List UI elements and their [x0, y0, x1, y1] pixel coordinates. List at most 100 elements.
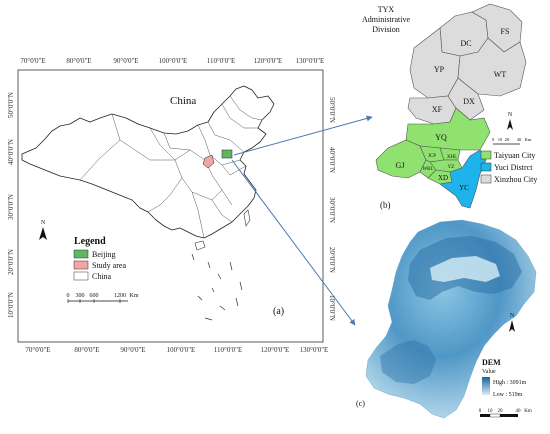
lon-label-top: 70°0'0"E: [20, 57, 45, 65]
small-district-labels: JCP XHL WBL YZ: [422, 154, 457, 172]
district-label: YC: [459, 184, 469, 192]
lon-label-bottom: 70°0'0"E: [25, 346, 50, 354]
dem-legend-title: DEM: [482, 358, 501, 367]
lon-label-bottom: 110°0'0"E: [214, 346, 242, 354]
svg-text:10: 10: [488, 409, 494, 414]
lon-label-bottom: 80°0'0"E: [74, 346, 99, 354]
lat-label-right: 30°0'0"N: [328, 197, 336, 223]
district-label: GJ: [396, 161, 405, 170]
north-arrow-c: N: [509, 313, 515, 332]
province-boundaries: [79, 95, 263, 239]
dem-low-label: Low : 519m: [493, 392, 523, 398]
panel-b: TYX Administrative Division DC: [362, 3, 537, 210]
svg-text:300: 300: [76, 293, 85, 299]
legend-swatch-yuci: [480, 162, 492, 172]
svg-text:20: 20: [498, 409, 504, 414]
dem-southern-range: [380, 340, 436, 384]
lon-label-bottom: 90°0'0"E: [120, 346, 145, 354]
scale-bar-b: 0 10 20 40 Km: [492, 137, 532, 145]
dem-color-ramp: [482, 377, 490, 395]
svg-text:0: 0: [479, 409, 482, 414]
scale-bar-a: 0 300 600 1200 Km: [67, 293, 139, 303]
svg-text:1200: 1200: [114, 293, 126, 299]
caption-b: (b): [380, 200, 391, 210]
legend-label-china: China: [92, 272, 112, 281]
left-latitude-labels: 50°0'0"N 40°0'0"N 30°0'0"N 20°0'0"N 10°0…: [7, 92, 15, 318]
xinzhou-city-regions: [407, 3, 527, 125]
lon-label-top: 100°0'0"E: [159, 57, 188, 65]
lon-label-bottom: 120°0'0"E: [261, 346, 290, 354]
district-label: WBL: [422, 167, 433, 172]
panel-c: N DEM Value High : 3091m Low : 519m 0 10…: [356, 219, 537, 419]
district-label: JCP: [428, 154, 436, 159]
north-arrow-a: N: [39, 220, 47, 240]
legend-a: Legend Beijing Study area China: [73, 236, 126, 281]
svg-text:TYX: TYX: [378, 5, 395, 14]
lat-label-left: 20°0'0"N: [7, 249, 15, 275]
north-arrow-b: N: [507, 112, 513, 130]
top-longitude-labels: 70°0'0"E 80°0'0"E 90°0'0"E 100°0'0"E 110…: [20, 57, 324, 65]
taiyuan-city-regions: [375, 107, 491, 185]
lon-label-bottom: 130°0'0"E: [300, 346, 329, 354]
district-label: WT: [494, 70, 507, 79]
study-area-marker: [202, 154, 215, 169]
legend-label-yuci: Yuci Distrct: [494, 163, 533, 172]
lon-label-top: 110°0'0"E: [207, 57, 235, 65]
svg-text:Km: Km: [525, 137, 532, 142]
svg-text:0: 0: [492, 137, 495, 142]
lat-label-right: 50°0'0"N: [328, 97, 336, 123]
lat-label-right: 10°0'0"N: [328, 295, 336, 321]
lon-label-top: 80°0'0"E: [66, 57, 91, 65]
dem-legend: DEM Value High : 3091m Low : 519m: [482, 358, 527, 398]
svg-text:Division: Division: [372, 25, 400, 34]
lon-label-bottom: 100°0'0"E: [167, 346, 196, 354]
legend-b: Taiyuan City Yuci Distrct Xinzhou City: [480, 150, 537, 184]
legend-label-taiyuan: Taiyuan City: [494, 151, 535, 160]
bottom-longitude-labels: 70°0'0"E 80°0'0"E 90°0'0"E 100°0'0"E 110…: [25, 346, 328, 354]
svg-text:20: 20: [505, 137, 510, 142]
svg-text:600: 600: [90, 293, 99, 299]
svg-text:Km: Km: [130, 293, 139, 299]
beijing-marker: [221, 149, 233, 159]
district-yc: [439, 149, 487, 209]
district-label: DC: [460, 39, 471, 48]
district-label: DX: [463, 97, 475, 106]
lon-label-top: 130°0'0"E: [296, 57, 325, 65]
dem-valley: [430, 256, 500, 282]
lat-label-left: 10°0'0"N: [7, 292, 15, 318]
district-label: YP: [434, 65, 445, 74]
lat-label-left: 30°0'0"N: [7, 194, 15, 220]
svg-text:N: N: [508, 112, 513, 118]
legend-swatch-study-area: [73, 260, 89, 270]
district-label: FS: [501, 27, 510, 36]
district-label: XD: [438, 174, 448, 182]
lat-label-right: 40°0'0"N: [328, 147, 336, 173]
caption-a: (a): [273, 306, 284, 317]
svg-text:10: 10: [498, 137, 503, 142]
right-latitude-labels: 50°0'0"N 40°0'0"N 30°0'0"N 20°0'0"N 10°0…: [328, 97, 336, 321]
connector-arrows: [231, 115, 373, 326]
legend-label-xinzhou: Xinzhou City: [494, 175, 537, 184]
islands: [194, 209, 251, 251]
lower-district-labels: XD YC: [438, 174, 469, 192]
lon-label-top: 90°0'0"E: [113, 57, 138, 65]
panel-b-title: TYX Administrative Division: [362, 5, 410, 34]
china-title: China: [170, 95, 196, 107]
lat-label-right: 20°0'0"N: [328, 247, 336, 273]
legend-label-study-area: Study area: [92, 261, 126, 270]
legend-swatch-beijing: [73, 249, 89, 259]
legend-label-beijing: Beijing: [92, 250, 116, 259]
district-gj: [375, 139, 427, 179]
scale-bar-c: 0 10 20 40 Km: [479, 409, 532, 418]
district-label: XF: [432, 105, 443, 114]
caption-c: (c): [356, 399, 365, 408]
svg-text:40: 40: [517, 137, 522, 142]
dem-high-label: High : 3091m: [493, 380, 527, 386]
svg-text:N: N: [510, 313, 515, 319]
lat-label-left: 40°0'0"N: [7, 139, 15, 165]
district-labels: DC FS YP WT XF DX YQ GJ: [396, 27, 510, 170]
legend-swatch-taiyuan: [480, 150, 492, 160]
district-label: YZ: [448, 165, 455, 170]
svg-text:N: N: [41, 220, 46, 226]
